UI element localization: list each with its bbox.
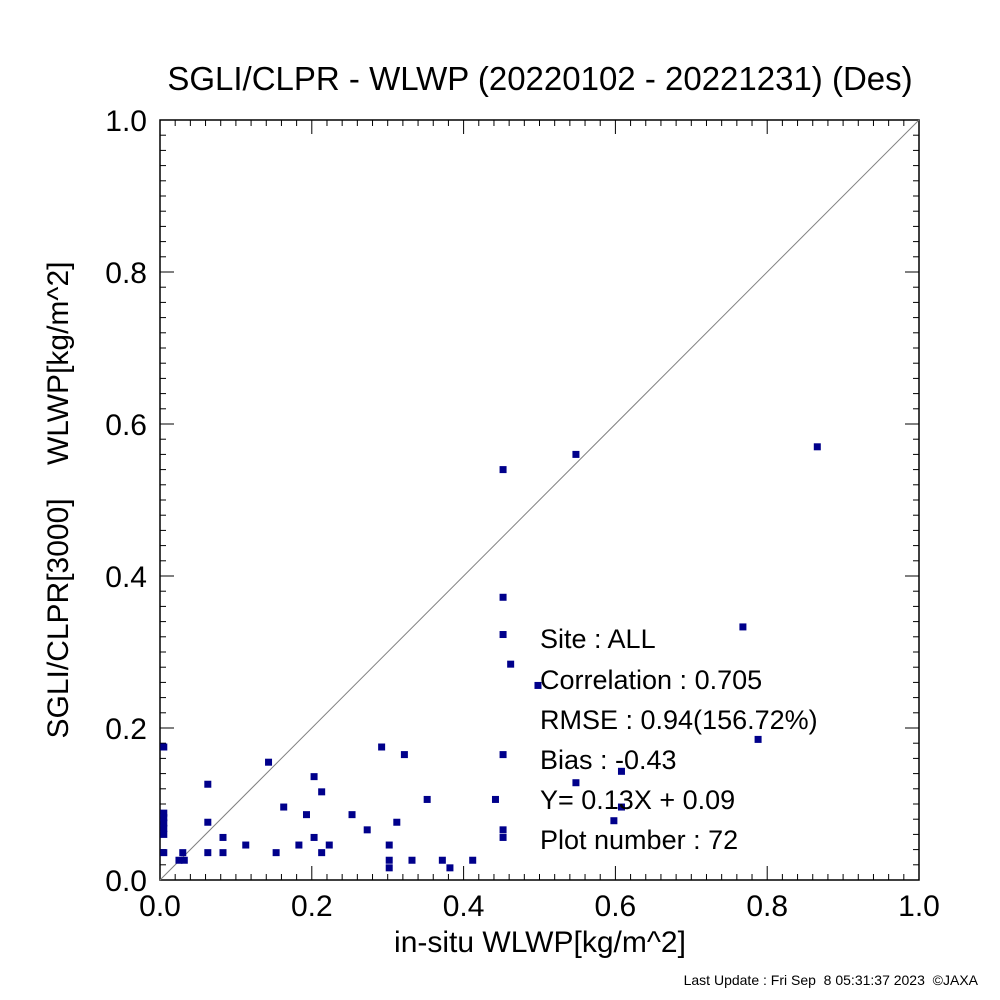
data-point — [180, 856, 188, 864]
data-point — [160, 830, 168, 838]
data-point — [438, 856, 446, 864]
data-point — [378, 743, 386, 751]
data-point — [302, 811, 310, 819]
x-tick-label: 0.6 — [595, 890, 637, 923]
stat-rmse: RMSE : 0.94(156.72%) — [540, 705, 818, 735]
one-to-one-line — [159, 119, 920, 881]
data-point — [572, 450, 580, 458]
data-point — [610, 817, 618, 825]
data-point — [160, 819, 168, 827]
data-point — [272, 849, 280, 857]
data-point — [739, 623, 747, 631]
axis-ticks — [159, 119, 920, 881]
x-axis-label: in-situ WLWP[kg/m^2] — [394, 926, 686, 959]
data-point — [160, 743, 168, 751]
data-point — [280, 803, 288, 811]
y-tick-label: 0.0 — [105, 865, 147, 898]
data-point — [318, 788, 326, 796]
data-point — [813, 443, 821, 451]
data-point — [499, 751, 507, 759]
y-tick-label: 0.8 — [105, 257, 147, 290]
data-point — [617, 767, 625, 775]
data-point — [572, 779, 580, 787]
data-point — [219, 833, 227, 841]
x-tick-label: 0.0 — [139, 890, 181, 923]
data-point — [754, 735, 762, 743]
data-point — [393, 818, 401, 826]
stat-plot-number: Plot number : 72 — [540, 825, 738, 855]
data-point — [400, 751, 408, 759]
stats-box: Site : ALL Correlation : 0.705 RMSE : 0.… — [540, 624, 818, 855]
x-tick-label: 0.2 — [291, 890, 333, 923]
stat-correlation: Correlation : 0.705 — [540, 665, 762, 695]
data-point — [265, 758, 273, 766]
x-tick-label: 0.8 — [746, 890, 788, 923]
data-point — [491, 795, 499, 803]
data-point — [160, 849, 168, 857]
data-point — [179, 849, 187, 857]
plot-area — [159, 119, 920, 881]
data-point — [363, 826, 371, 834]
data-point — [204, 780, 212, 788]
data-point — [423, 795, 431, 803]
x-tick-label: 0.4 — [443, 890, 485, 923]
data-point — [242, 841, 250, 849]
data-point — [499, 833, 507, 841]
data-point — [310, 773, 318, 781]
y-tick-label: 1.0 — [105, 105, 147, 138]
x-tick-labels: 0.0 0.2 0.4 0.6 0.8 1.0 — [139, 890, 940, 923]
data-point — [204, 818, 212, 826]
data-point — [385, 864, 393, 872]
data-point — [318, 849, 326, 857]
y-axis-label: SGLI/CLPR[3000] WLWP[kg/m^2] — [42, 261, 75, 738]
y-tick-label: 0.4 — [105, 561, 147, 594]
data-point — [325, 841, 333, 849]
y-tick-label: 0.2 — [105, 713, 147, 746]
data-point — [617, 803, 625, 811]
stat-bias: Bias : -0.43 — [540, 745, 677, 775]
data-point — [534, 681, 542, 689]
data-point — [385, 841, 393, 849]
data-point — [385, 856, 393, 864]
data-point — [507, 660, 515, 668]
data-point — [499, 826, 507, 834]
data-point — [160, 814, 168, 822]
data-point — [160, 824, 168, 832]
stat-regression: Y= 0.13X + 0.09 — [540, 785, 735, 815]
data-point — [499, 593, 507, 601]
data-points — [160, 443, 821, 872]
data-point — [499, 466, 507, 474]
data-point — [295, 841, 303, 849]
data-point — [408, 856, 416, 864]
y-tick-labels: 0.0 0.2 0.4 0.6 0.8 1.0 — [105, 105, 147, 898]
x-tick-label: 1.0 — [898, 890, 940, 923]
data-point — [204, 849, 212, 857]
data-point — [446, 864, 454, 872]
data-point — [175, 856, 183, 864]
data-point — [499, 631, 507, 639]
data-point — [160, 809, 168, 817]
data-point — [310, 833, 318, 841]
footer-update: Last Update : Fri Sep 8 05:31:37 2023 ©J… — [684, 972, 979, 988]
y-tick-label: 0.6 — [105, 409, 147, 442]
chart-title: SGLI/CLPR - WLWP (20220102 - 20221231) (… — [167, 60, 912, 97]
data-point — [219, 849, 227, 857]
data-point — [469, 856, 477, 864]
data-point — [348, 811, 356, 819]
stat-site: Site : ALL — [540, 624, 656, 654]
